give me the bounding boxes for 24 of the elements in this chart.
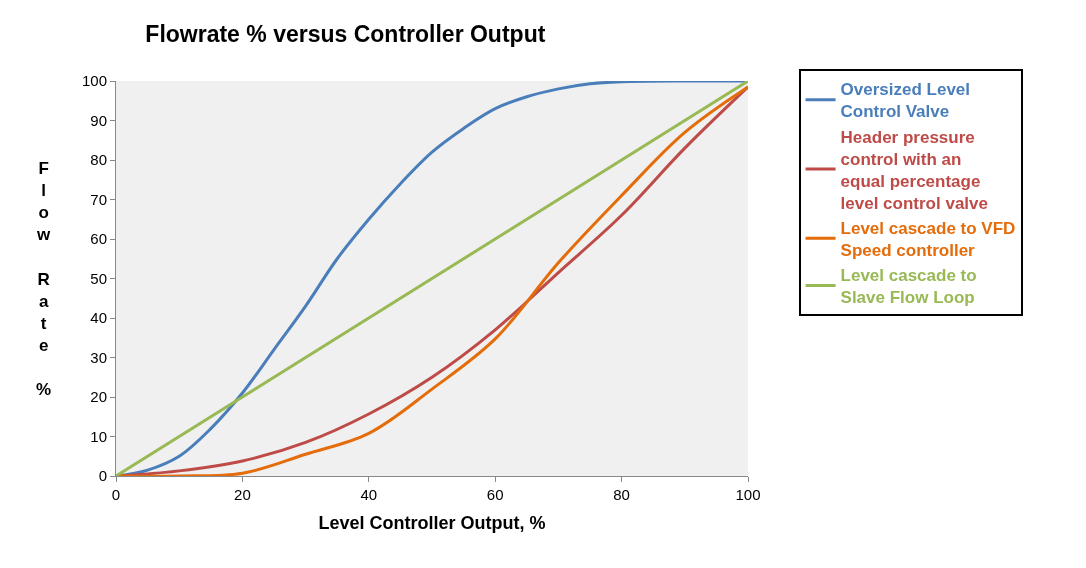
chart-title: Flowrate % versus Controller Output xyxy=(145,20,546,47)
x-axis-title: Level Controller Output, % xyxy=(318,513,546,534)
text: Flow Rate % xyxy=(36,159,52,399)
x-tick-label: 40 xyxy=(360,486,378,503)
y-tick-label: 100 xyxy=(81,72,107,90)
y-tick-label: 40 xyxy=(90,309,107,327)
y-tick-label: 30 xyxy=(90,348,107,366)
x-tick-label: 80 xyxy=(613,486,630,503)
x-tick-label: 20 xyxy=(234,486,251,503)
y-tick-label: 90 xyxy=(90,111,107,129)
y-tick-label: 20 xyxy=(90,388,107,406)
x-tick-label: 100 xyxy=(735,486,761,503)
legend-label: Header pressure control with an equal percentage level control valve xyxy=(840,127,988,213)
legend-label: Level cascade to Slave Flow Loop xyxy=(840,266,977,308)
legend-label: Oversized Level Control Valve xyxy=(840,80,971,122)
y-tick-label: 10 xyxy=(90,427,107,445)
y-tick-label: 80 xyxy=(90,151,107,169)
x-tick-label: 60 xyxy=(486,486,504,503)
y-tick-label: 60 xyxy=(90,230,107,248)
y-tick-label: 70 xyxy=(90,190,107,208)
legend-label: Level cascade to VFD Speed controller xyxy=(840,218,1016,261)
y-tick-label: 0 xyxy=(98,467,107,485)
y-tick-label: 50 xyxy=(90,269,107,287)
x-tick-label: 0 xyxy=(111,486,121,503)
